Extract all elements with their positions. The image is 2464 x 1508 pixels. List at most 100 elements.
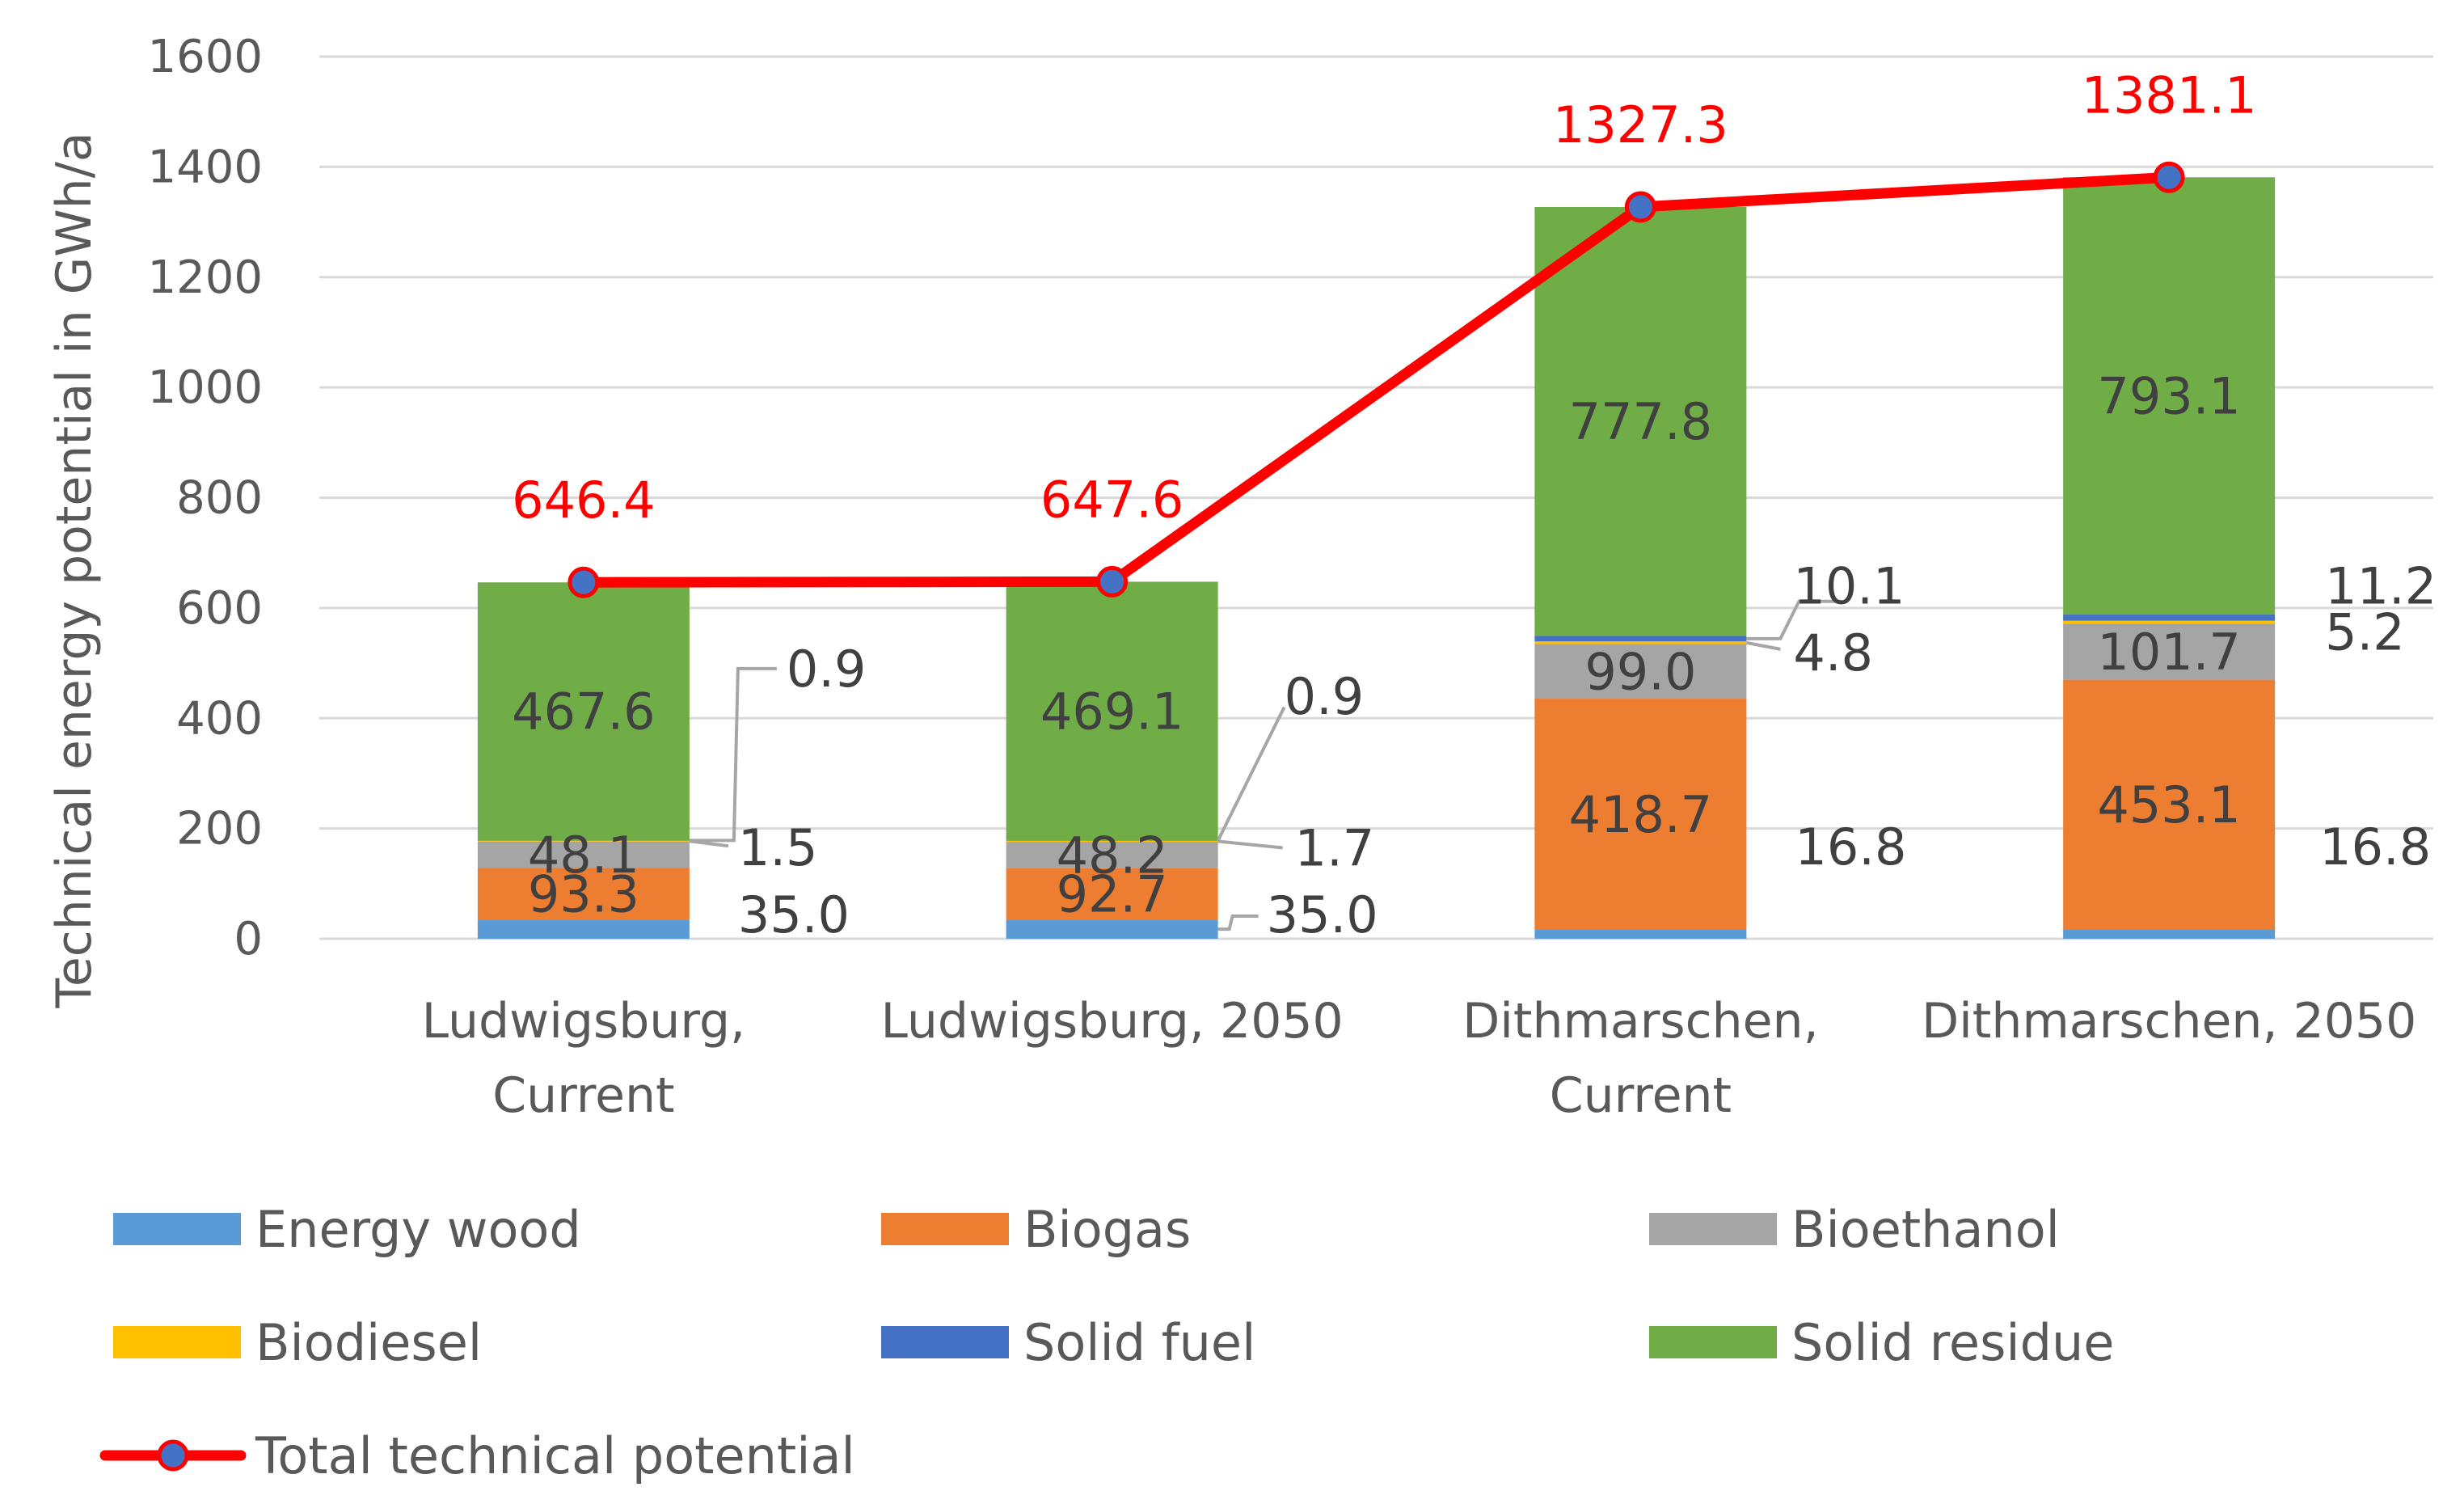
total-line: 646.4 647.6 1327.3 1381.1	[512, 65, 2257, 598]
data-label: 16.8	[2319, 817, 2431, 876]
total-marker	[567, 566, 600, 598]
total-marker	[1096, 565, 1129, 598]
data-labels: 93.348.1 467.6 35.0 1.5 0.9 92.748.2 469.1 35.0…	[512, 367, 2437, 944]
legend: Energy wood Biogas Bioethanol Biodiesel Soli…	[99, 1200, 2114, 1485]
legend-label: Biogas	[1023, 1200, 1191, 1259]
legend-swatch	[113, 1326, 241, 1358]
y-tick-label: 600	[176, 582, 263, 635]
y-tick-label: 800	[176, 472, 263, 525]
data-label: 5.2	[2325, 602, 2405, 661]
bar-segment	[1006, 581, 1218, 841]
legend-label: Solid residue	[1791, 1313, 2114, 1372]
x-category-label: Current	[492, 1067, 674, 1124]
y-tick-label: 0	[234, 913, 263, 965]
data-label: 48.1	[528, 826, 639, 885]
bar-segment	[477, 868, 690, 920]
legend-label: Bioethanol	[1791, 1200, 2060, 1259]
total-marker	[2153, 161, 2185, 193]
leader-line	[1217, 915, 1259, 931]
data-label: 16.8	[1795, 817, 1906, 876]
bar-segment	[1534, 641, 1747, 644]
bar-segment	[477, 582, 690, 841]
legend-swatch	[1649, 1213, 1777, 1245]
bar-segment	[1534, 699, 1747, 930]
data-label: 99.0	[1584, 642, 1696, 701]
x-category-label: Dithmarschen, 2050	[1922, 993, 2416, 1050]
bar-segment	[477, 840, 690, 842]
data-label: 48.2	[1057, 826, 1168, 885]
total-label: 1381.1	[2082, 65, 2257, 125]
legend-swatch	[1649, 1326, 1777, 1358]
total-label: 646.4	[512, 471, 656, 530]
bar-segment	[1534, 207, 1747, 636]
data-label: 418.7	[1569, 785, 1713, 844]
leader-line	[1217, 839, 1283, 850]
leader-line	[689, 666, 777, 843]
bar-segment	[2063, 623, 2276, 680]
total-line-path	[578, 171, 2175, 588]
y-tick-label: 400	[176, 692, 263, 745]
bar-segment	[1006, 840, 1218, 841]
data-label: 35.0	[738, 885, 850, 944]
y-tick-label: 1600	[147, 31, 263, 83]
bar-segment	[1534, 644, 1747, 699]
data-label: 4.8	[1793, 623, 1873, 682]
data-label: 467.6	[512, 682, 656, 741]
legend-swatch	[881, 1213, 1009, 1245]
y-tick-label: 200	[176, 803, 263, 855]
bars	[477, 177, 2276, 939]
data-label: 793.1	[2097, 367, 2241, 426]
data-label: 93.3	[528, 864, 639, 923]
legend-label: Solid fuel	[1023, 1313, 1255, 1372]
y-axis-ticks: 0 200 400 600 800 1000 1200 1400 1600	[147, 31, 263, 965]
bar-segment	[477, 841, 690, 868]
data-label: 101.7	[2097, 623, 2241, 682]
y-tick-label: 1200	[147, 251, 263, 304]
data-label: 469.1	[1040, 682, 1184, 741]
y-tick-label: 1000	[147, 361, 263, 414]
bar-segment	[1006, 919, 1218, 939]
x-category-label: Dithmarschen,	[1462, 993, 1819, 1050]
leader-line	[1746, 599, 1842, 640]
bar-segment	[1534, 929, 1747, 939]
x-axis-categories: Ludwigsburg, Current Ludwigsburg, 2050 Dith…	[422, 993, 2417, 1124]
bar-segment	[477, 919, 690, 939]
total-label: 647.6	[1040, 470, 1184, 529]
bar-segment	[2063, 620, 2276, 624]
bar-segment	[2063, 177, 2276, 615]
y-axis-label: Technical energy potential in GWh/a	[46, 132, 103, 1008]
bar-segment	[477, 840, 690, 841]
x-category-label: Ludwigsburg, 2050	[881, 993, 1344, 1050]
legend-line-marker	[157, 1439, 189, 1472]
data-label: 10.1	[1793, 557, 1905, 616]
bar-segment	[2063, 679, 2276, 930]
bar-segment	[2063, 929, 2276, 939]
total-marker	[1624, 191, 1656, 223]
data-label: 0.9	[1285, 667, 1365, 726]
bar-segment	[1006, 842, 1218, 868]
x-category-label: Ludwigsburg,	[422, 993, 745, 1050]
total-label: 1327.3	[1553, 95, 1728, 154]
data-label: 92.7	[1057, 865, 1168, 924]
bar-segment	[1006, 868, 1218, 920]
data-label: 1.5	[738, 818, 818, 877]
leader-line	[1746, 640, 1781, 651]
data-label: 35.0	[1267, 885, 1378, 944]
leader-lines	[689, 599, 1842, 931]
leader-line	[1216, 706, 1286, 842]
bar-segment	[1534, 636, 1747, 642]
legend-swatch	[113, 1213, 241, 1245]
legend-label: Biodiesel	[255, 1313, 482, 1372]
bar-segment	[1006, 840, 1218, 843]
legend-swatch	[881, 1326, 1009, 1358]
data-label: 11.2	[2325, 557, 2437, 616]
data-label: 453.1	[2097, 775, 2241, 834]
bar-segment	[2063, 615, 2276, 621]
data-label: 0.9	[787, 640, 867, 699]
legend-label: Total technical potential	[255, 1426, 855, 1485]
y-tick-label: 1400	[147, 141, 263, 193]
x-category-label: Current	[1550, 1067, 1732, 1124]
data-label: 777.8	[1569, 392, 1713, 451]
legend-label: Energy wood	[255, 1200, 581, 1259]
